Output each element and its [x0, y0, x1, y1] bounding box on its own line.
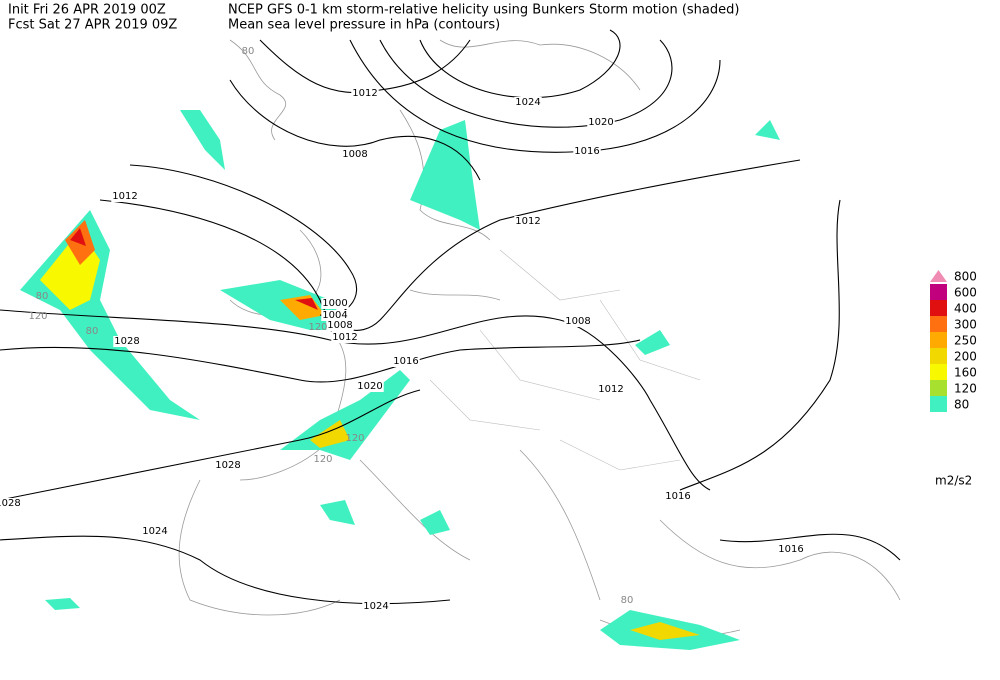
legend-label: 400 [954, 302, 977, 316]
shade-label: 80 [86, 326, 99, 337]
legend-label: 120 [954, 382, 977, 396]
isobar-label-bg [331, 332, 359, 343]
isobar-label: 1004 [322, 310, 347, 321]
isobar-label: 1028 [114, 336, 139, 347]
isobar-label-bg [362, 601, 390, 612]
isobar-label-bg [341, 149, 369, 160]
isobar-label: 1012 [352, 88, 377, 99]
isobar-label-bg [587, 117, 615, 128]
isobar-label: 1024 [515, 97, 540, 108]
isobars [0, 29, 901, 605]
isobar-label-bg [514, 216, 542, 227]
shade-label: 120 [345, 433, 364, 444]
isobar-label-bg [514, 97, 542, 108]
isobar-label-bg [321, 310, 349, 321]
shade-area [70, 228, 86, 246]
shade-area [280, 295, 325, 320]
isobar-label: 1016 [393, 356, 418, 367]
shade-area [630, 622, 700, 640]
isobar-label-bg [214, 460, 242, 471]
shade-area [280, 370, 410, 460]
legend-swatch [930, 396, 947, 412]
shade-area [420, 510, 450, 535]
legend-swatch [930, 380, 947, 396]
legend-label: 80 [954, 398, 969, 412]
shade-area [755, 120, 780, 140]
isobar-label-bg [326, 320, 354, 331]
isobar-label-bg [597, 384, 625, 395]
isobar-label-bg [351, 88, 379, 99]
legend-label: 600 [954, 286, 977, 300]
isobar-label: 1012 [112, 191, 137, 202]
shade-label: 120 [28, 311, 47, 322]
isobar-label-bg [113, 336, 141, 347]
legend-swatch [930, 364, 947, 380]
legend-label: 800 [954, 270, 977, 284]
map-subtitle: Mean sea level pressure in hPa (contours… [228, 18, 500, 33]
legend-unit: m2/s2 [935, 474, 972, 488]
isobar-label-bg [111, 191, 139, 202]
isobar-label: 1024 [363, 601, 388, 612]
shade-label: 80 [36, 291, 49, 302]
shade-label: 80 [621, 595, 634, 606]
isobar-label: 1012 [598, 384, 623, 395]
borders [429, 249, 701, 471]
isobar-label-bg [573, 146, 601, 157]
isobar-label: 1020 [357, 381, 382, 392]
legend-swatch [930, 270, 947, 282]
isobar-label: 1020 [588, 117, 613, 128]
legend-swatch [930, 316, 947, 332]
isobar-label: 1000 [322, 298, 347, 309]
isobar-label: 1024 [142, 526, 167, 537]
isobar-label-bg [141, 526, 169, 537]
shade-area [180, 110, 225, 170]
shade-area [295, 298, 318, 310]
legend-label: 300 [954, 318, 977, 332]
legend-swatch [930, 284, 947, 300]
isobar-label: 1012 [332, 332, 357, 343]
shade-label: 80 [242, 46, 255, 57]
isobar-label: 1028 [0, 498, 21, 509]
legend-label: 160 [954, 366, 977, 380]
isobar-label-bg [564, 316, 592, 327]
isobar-label: 1008 [565, 316, 590, 327]
legend-swatch [930, 332, 947, 348]
shade-area [45, 598, 80, 610]
legend-label: 250 [954, 334, 977, 348]
shade-label: 120 [313, 454, 332, 465]
isobar-label-bg [392, 356, 420, 367]
legend-swatch [930, 300, 947, 316]
isobar-label-bg [0, 498, 22, 509]
isobar-label: 1028 [215, 460, 240, 471]
shade-area [635, 330, 670, 355]
isobar-label: 1012 [515, 216, 540, 227]
legend-swatch [930, 348, 947, 364]
isobar-label: 1016 [574, 146, 599, 157]
isobar-label-bg [356, 381, 384, 392]
isobar-label: 1008 [342, 149, 367, 160]
shade-label: 120 [308, 322, 327, 333]
legend-label: 200 [954, 350, 977, 364]
isobar-label-bg [664, 491, 692, 502]
isobar-label: 1016 [665, 491, 690, 502]
isobar-label: 1008 [327, 320, 352, 331]
isobar-label-bg [321, 298, 349, 309]
isobar-label-bg [777, 544, 805, 555]
isobar-label: 1016 [778, 544, 803, 555]
init-time: Init Fri 26 APR 2019 00Z [8, 3, 166, 18]
shade-area [320, 500, 355, 525]
forecast-time: Fcst Sat 27 APR 2019 09Z [8, 18, 177, 33]
shade-area [410, 120, 480, 230]
map-title: NCEP GFS 0-1 km storm-relative helicity … [228, 3, 739, 18]
